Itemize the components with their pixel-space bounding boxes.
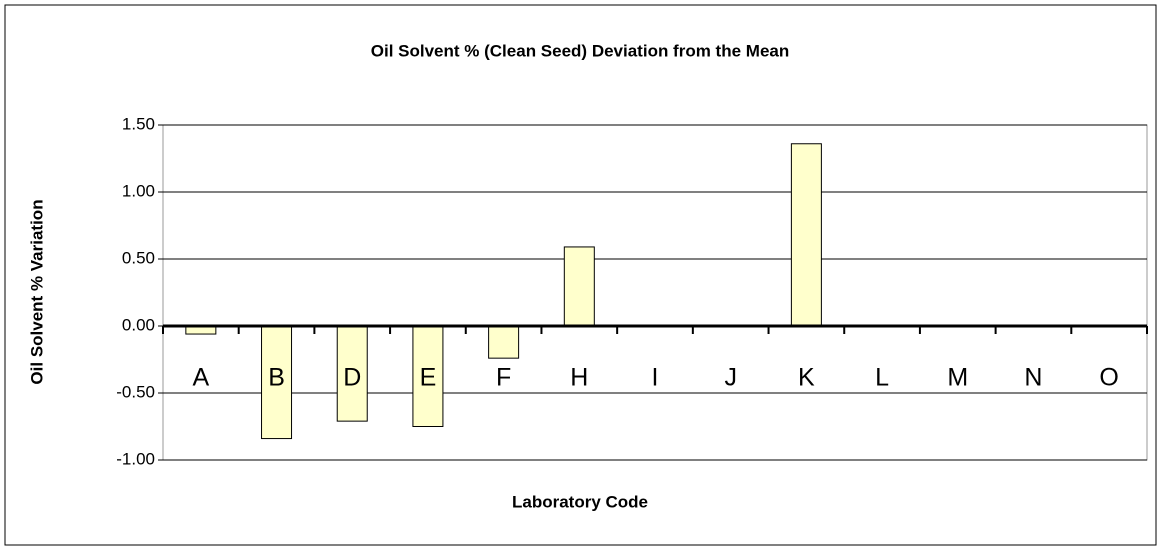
- x-tick-label: A: [193, 364, 210, 392]
- x-tick-label: H: [570, 364, 588, 392]
- x-tick-label: M: [947, 364, 968, 392]
- x-tick-label: J: [724, 364, 737, 392]
- x-tick-label: K: [798, 364, 815, 392]
- bar: [790, 143, 822, 327]
- chart-title: Oil Solvent % (Clean Seed) Deviation fro…: [371, 41, 789, 60]
- x-tick-label: L: [875, 364, 889, 392]
- plot-area: [162, 124, 1148, 461]
- y-tick-label: 1.00: [122, 181, 155, 200]
- x-tick-label: I: [652, 364, 659, 392]
- x-tick-label: B: [268, 364, 285, 392]
- bar: [488, 325, 520, 359]
- bar: [563, 246, 595, 327]
- y-tick-label: -0.50: [116, 382, 155, 401]
- x-tick-label: D: [343, 364, 361, 392]
- y-tick-label: 0.00: [122, 315, 155, 334]
- y-tick-label: 0.50: [122, 248, 155, 267]
- y-tick-label: 1.50: [122, 114, 155, 133]
- y-axis-title: Oil Solvent % Variation: [27, 199, 46, 384]
- x-tick-label: F: [496, 364, 511, 392]
- x-tick-label: N: [1024, 364, 1042, 392]
- x-axis-title: Laboratory Code: [512, 492, 648, 511]
- y-tick-label: -1.00: [116, 449, 155, 468]
- x-tick-label: O: [1099, 364, 1118, 392]
- x-tick-label: E: [420, 364, 437, 392]
